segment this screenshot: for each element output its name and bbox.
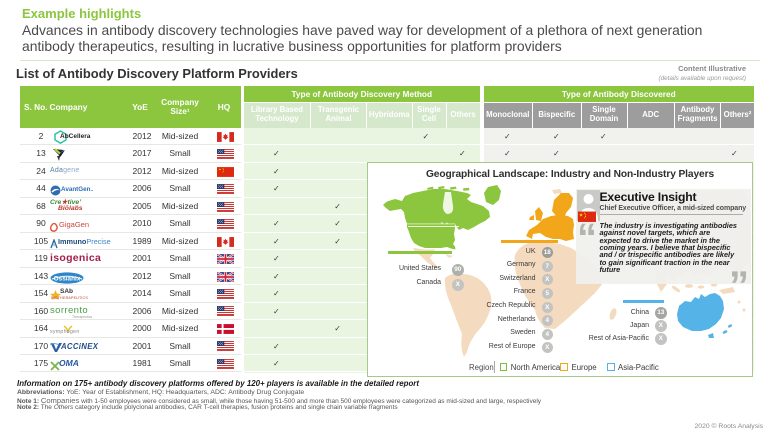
svg-text:Ossianix: Ossianix [54, 275, 81, 282]
